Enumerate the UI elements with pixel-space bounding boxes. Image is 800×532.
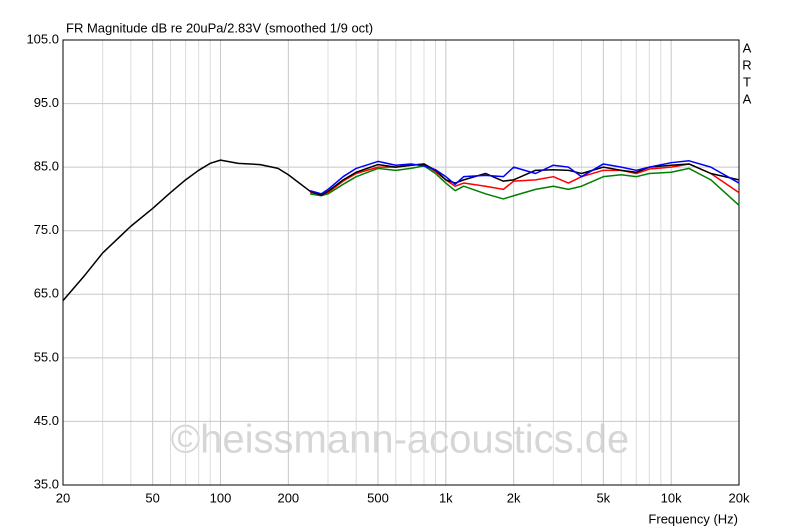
watermark: ©heissmann-acoustics.de	[171, 418, 630, 462]
side-label: A	[743, 40, 752, 55]
y-tick-label: 105.0	[26, 31, 59, 46]
y-tick-label: 55.0	[34, 349, 59, 364]
x-tick-label: 20	[56, 490, 70, 505]
x-tick-label: 10k	[661, 490, 682, 505]
x-tick-label: 100	[210, 490, 232, 505]
y-tick-label: 35.0	[34, 476, 59, 491]
x-tick-label: 2k	[507, 490, 521, 505]
y-tick-label: 75.0	[34, 222, 59, 237]
x-tick-label: 500	[367, 490, 389, 505]
series-line	[62, 159, 740, 302]
side-label: A	[743, 91, 752, 106]
x-tick-label: 50	[145, 490, 159, 505]
series-line	[310, 165, 740, 206]
y-tick-label: 95.0	[34, 95, 59, 110]
x-tick-label: 200	[277, 490, 299, 505]
chart-title: FR Magnitude dB re 20uPa/2.83V (smoothed…	[66, 20, 373, 35]
side-label: R	[742, 57, 751, 72]
y-tick-label: 65.0	[34, 286, 59, 301]
x-tick-label: 5k	[596, 490, 610, 505]
x-axis-label: Frequency (Hz)	[648, 511, 738, 526]
side-label: T	[743, 74, 751, 89]
series-line	[310, 163, 740, 196]
y-tick-label: 85.0	[34, 159, 59, 174]
x-tick-label: 1k	[439, 490, 453, 505]
series-line	[309, 160, 740, 195]
y-tick-label: 45.0	[34, 413, 59, 428]
plot-frame	[62, 39, 740, 486]
x-tick-label: 20k	[729, 490, 750, 505]
